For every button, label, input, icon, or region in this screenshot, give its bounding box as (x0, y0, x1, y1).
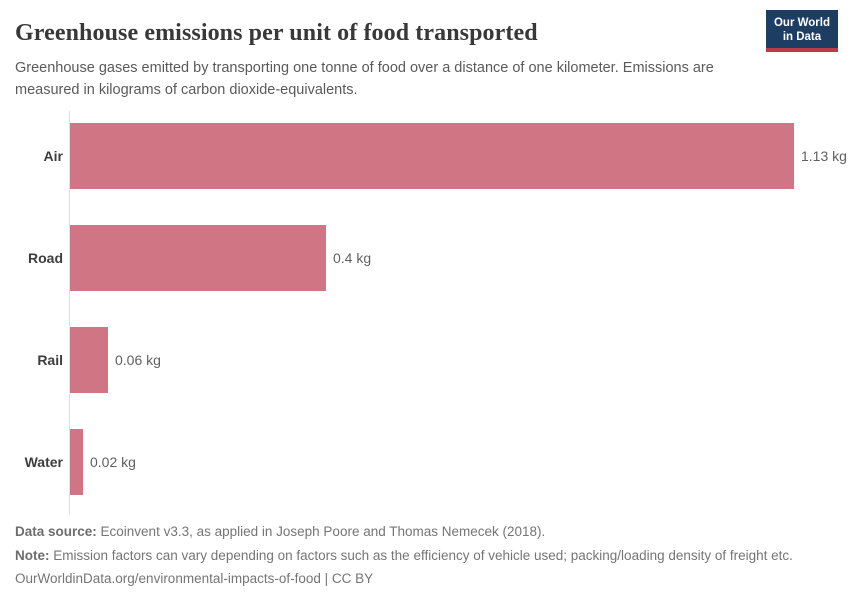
value-label: 0.02 kg (90, 454, 136, 470)
citation-line: OurWorldinData.org/environmental-impacts… (15, 567, 835, 591)
chart-subtitle: Greenhouse gases emitted by transporting… (15, 60, 714, 98)
value-label: 0.4 kg (333, 250, 372, 266)
note-label: Note: (15, 547, 50, 563)
value-label: 0.06 kg (115, 352, 161, 368)
bar-row: Water 0.02 kg (15, 429, 835, 495)
y-axis-line (69, 111, 70, 515)
page-title: Greenhouse emissions per unit of food tr… (15, 20, 538, 46)
data-source-text: Ecoinvent v3.3, as applied in Joseph Poo… (96, 524, 546, 539)
category-label: Air (43, 148, 63, 164)
license-label: CC BY (331, 571, 374, 586)
owid-logo-line2: in Data (782, 31, 822, 43)
note-line: Note: Emission factors can vary dependin… (15, 544, 835, 568)
bar-row: Rail 0.06 kg (15, 327, 835, 393)
bar-row: Air 1.13 kg (15, 123, 847, 189)
category-label: Water (24, 454, 63, 470)
owid-logo-line1: Our World (773, 17, 830, 29)
category-label: Road (28, 250, 63, 266)
category-label: Rail (37, 352, 63, 368)
bar-row: Road 0.4 kg (15, 225, 835, 291)
value-label: 1.13 kg (801, 148, 847, 164)
license-separator: | (320, 571, 332, 586)
bar-rows: Air 1.13 kg Road 0.4 kg Rail 0.06 kg Water 0.02… (15, 123, 847, 495)
owid-url-link[interactable]: OurWorldinData.org/environmental-impacts… (15, 571, 321, 586)
data-source-label: Data source: (15, 524, 97, 539)
note-text: Emission factors can vary depending on f… (49, 547, 793, 563)
bar[interactable] (70, 123, 794, 189)
bar[interactable] (70, 429, 83, 495)
bar-chart: Air 1.13 kg Road 0.4 kg Rail 0.06 kg Water 0.02… (15, 111, 847, 515)
data-source-line: Data source: Ecoinvent v3.3, as applied … (15, 520, 835, 544)
bar[interactable] (70, 225, 326, 291)
chart-footer: Data source: Ecoinvent v3.3, as applied … (15, 520, 835, 591)
owid-logo[interactable]: Our World in Data (765, 10, 838, 52)
bar[interactable] (70, 327, 108, 393)
